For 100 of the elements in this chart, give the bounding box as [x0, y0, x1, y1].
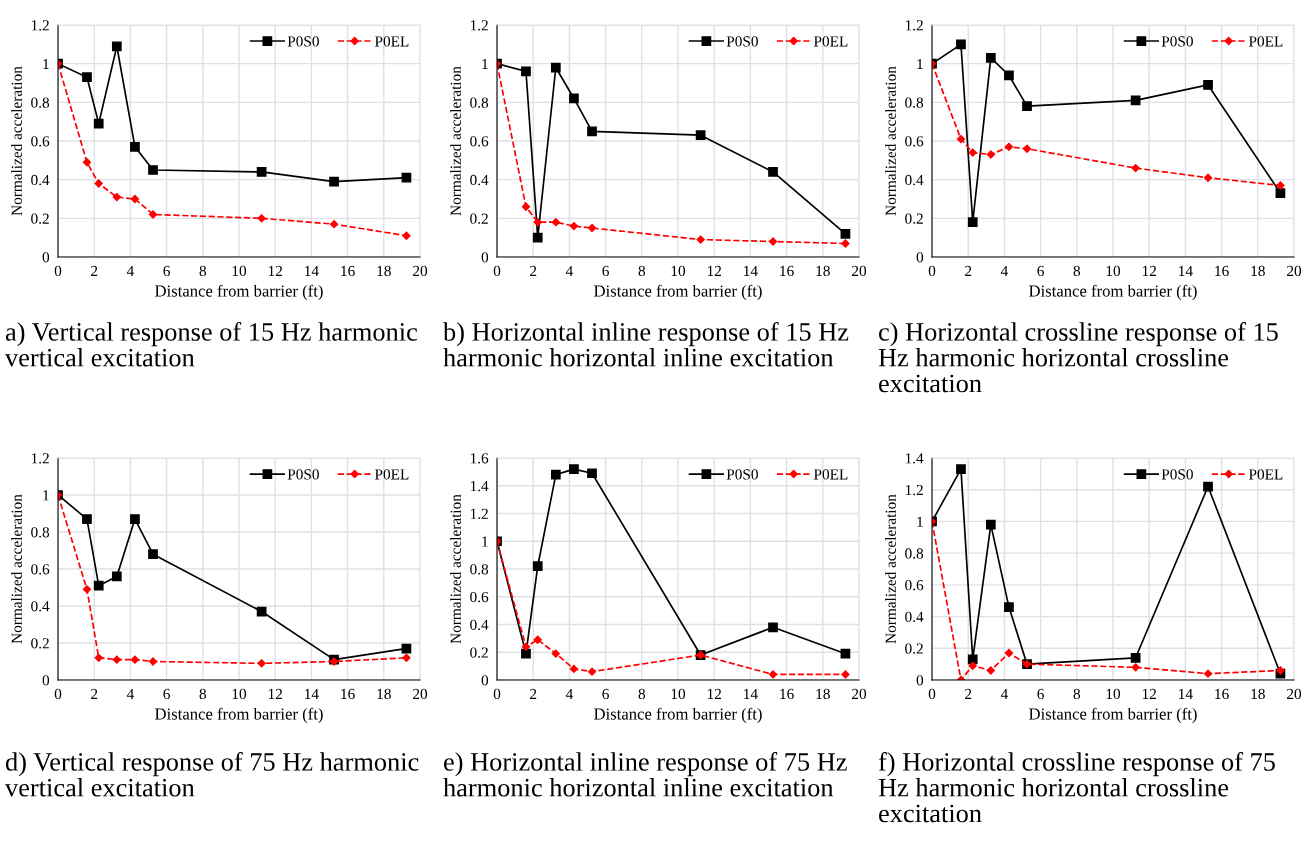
x-tick-label: 0 [493, 265, 501, 277]
x-tick-label: 8 [638, 688, 646, 700]
x-tick-label: 0 [54, 688, 62, 700]
x-tick-label: 0 [928, 688, 936, 700]
x-axis-title: Distance from barrier (ft) [155, 707, 323, 724]
x-tick-label: 20 [852, 265, 867, 277]
x-tick-label: 6 [602, 265, 609, 277]
x-tick-label: 18 [1251, 265, 1265, 277]
x-tick-label: 12 [1142, 688, 1156, 699]
y-tick-label: 0 [481, 675, 489, 686]
legend-label: P0S0 [287, 36, 319, 47]
y-tick-label: 0.4 [905, 611, 924, 623]
x-tick-label: 4 [126, 688, 134, 699]
y-tick-label: 0.4 [31, 601, 50, 612]
x-tick-label: 12 [707, 265, 721, 276]
x-tick-label: 6 [1037, 265, 1044, 277]
x-tick-label: 20 [413, 688, 428, 700]
y-tick-label: 1.2 [905, 484, 923, 496]
x-axis-title: Distance from barrier (ft) [1029, 707, 1197, 724]
x-tick-label: 18 [816, 688, 830, 700]
x-tick-label: 14 [305, 688, 319, 699]
text: b) Horizontal inline response of 15 Hz harmonic horizontal inline excitation [443, 322, 849, 367]
y-tick-label: 0.4 [470, 174, 489, 186]
x-tick-label: 8 [1073, 265, 1081, 277]
x-tick-label: 10 [232, 265, 247, 277]
x-tick-label: 4 [1000, 265, 1008, 276]
x-tick-label: 10 [671, 688, 686, 700]
x-tick-label: 8 [199, 265, 207, 277]
y-axis-title: Normalized acceleration [885, 66, 896, 216]
text: f) Horizontal crossline response of 75 Hz harmonic horizontal crossline excitation [878, 752, 1275, 823]
x-tick-label: 16 [341, 688, 355, 700]
y-tick-label: 1.6 [470, 453, 489, 464]
y-tick-label: 0.2 [905, 213, 923, 224]
legend-label: P0S0 [1161, 36, 1193, 47]
legend-label: P0S0 [1161, 469, 1193, 480]
x-tick-label: 8 [199, 688, 207, 700]
y-tick-label: 1.2 [470, 20, 488, 31]
x-tick-label: 10 [232, 688, 247, 700]
y-tick-label: 0.8 [905, 97, 924, 108]
x-tick-label: 4 [126, 265, 134, 276]
y-tick-label: 1.4 [905, 453, 924, 464]
x-tick-label: 4 [565, 688, 573, 699]
x-tick-label: 18 [377, 688, 391, 700]
x-axis-title: Distance from barrier (ft) [155, 284, 323, 301]
y-tick-label: 0.6 [31, 564, 50, 575]
y-tick-label: 1 [917, 516, 923, 527]
y-tick-label: 1 [43, 58, 49, 69]
x-tick-label: 16 [780, 265, 794, 277]
y-tick-label: 0 [916, 252, 924, 263]
x-axis-title: Distance from barrier (ft) [594, 707, 762, 724]
y-tick-label: 0 [42, 675, 50, 686]
y-tick-label: 0.2 [470, 647, 488, 658]
x-tick-label: 12 [707, 688, 721, 699]
x-tick-label: 12 [268, 688, 282, 699]
x-tick-label: 20 [1287, 265, 1301, 277]
y-axis-title: Normalized acceleration [11, 66, 22, 216]
legend-label: P0S0 [726, 36, 758, 47]
y-tick-label: 1.2 [905, 20, 923, 31]
x-tick-label: 4 [565, 265, 573, 276]
x-tick-label: 2 [91, 688, 98, 699]
y-tick-label: 1.4 [470, 480, 489, 492]
y-tick-label: 0.8 [470, 564, 489, 575]
x-tick-label: 2 [965, 265, 972, 276]
x-tick-label: 0 [928, 265, 936, 277]
y-tick-label: 0.6 [905, 580, 924, 591]
x-tick-label: 0 [493, 688, 501, 700]
y-tick-label: 0.4 [470, 619, 489, 631]
x-tick-label: 6 [602, 688, 609, 700]
x-tick-label: 2 [530, 688, 537, 699]
x-tick-label: 12 [1142, 265, 1156, 276]
y-tick-label: 0.8 [31, 527, 50, 538]
y-tick-label: 0.6 [470, 591, 489, 603]
y-tick-label: 1.2 [470, 508, 488, 520]
x-tick-label: 16 [1215, 265, 1229, 277]
y-tick-label: 0.4 [31, 174, 50, 186]
y-tick-label: 1 [482, 536, 488, 547]
x-tick-label: 8 [1073, 688, 1081, 700]
legend-label: P0EL [1248, 36, 1283, 47]
legend-label: P0S0 [287, 469, 319, 480]
text: a) Vertical response of 15 Hz harmonic vertical excitation [5, 322, 417, 367]
x-tick-label: 16 [1215, 688, 1229, 700]
x-tick-label: 20 [852, 688, 867, 700]
y-tick-label: 0 [481, 252, 489, 263]
x-axis-title: Distance from barrier (ft) [594, 284, 762, 301]
y-axis-title: Normalized acceleration [11, 494, 22, 644]
y-tick-label: 0.4 [905, 174, 924, 186]
y-axis-title: Normalized acceleration [885, 494, 896, 644]
y-tick-label: 1.2 [31, 453, 49, 464]
legend-label: P0EL [374, 469, 409, 480]
x-tick-label: 14 [744, 688, 758, 699]
x-tick-label: 18 [1251, 688, 1265, 700]
legend-label: P0EL [813, 469, 848, 480]
y-tick-label: 0.2 [31, 213, 49, 224]
x-tick-label: 4 [1000, 688, 1008, 699]
text: e) Horizontal inline response of 75 Hz harmonic horizontal inline excitation [443, 752, 847, 797]
y-tick-label: 0 [42, 252, 50, 263]
x-tick-label: 6 [163, 265, 170, 277]
x-tick-label: 10 [671, 265, 686, 277]
text: c) Horizontal crossline response of 15 Hz harmonic horizontal crossline excitation [878, 322, 1278, 393]
x-tick-label: 2 [91, 265, 98, 276]
